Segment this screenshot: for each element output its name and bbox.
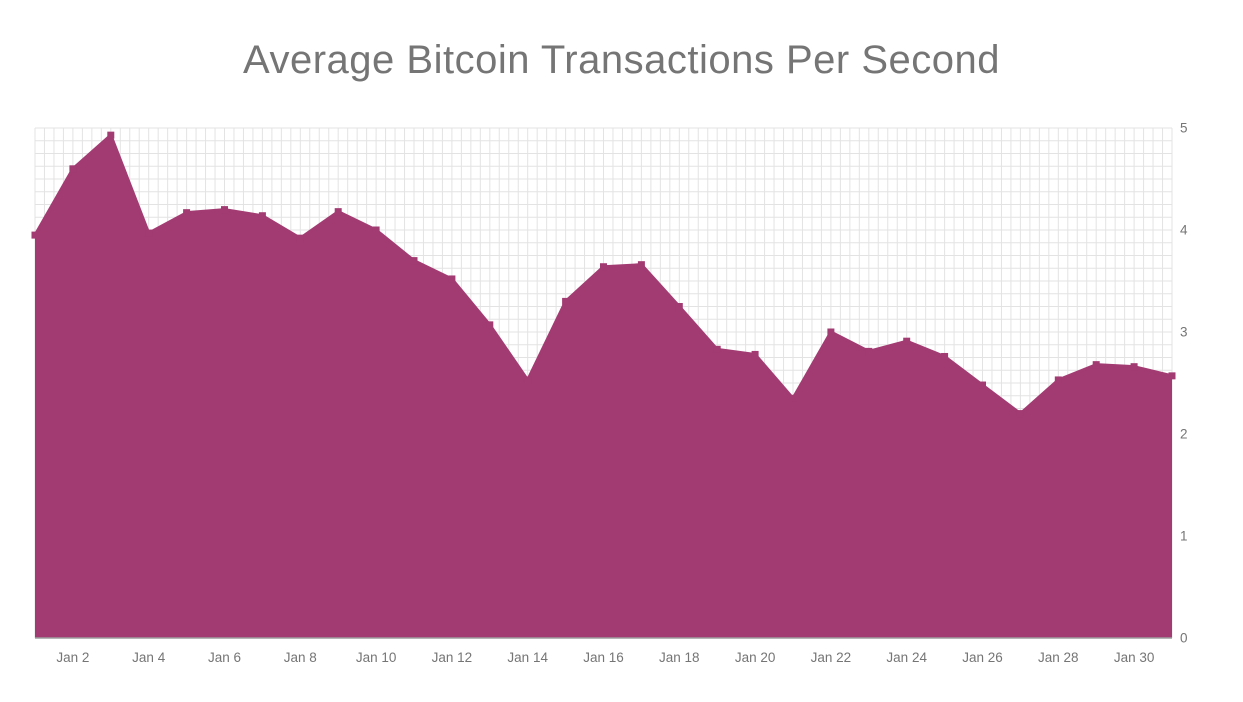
data-point-marker — [903, 337, 911, 345]
y-axis-tick-label: 4 — [1180, 223, 1188, 238]
data-point-marker — [448, 275, 456, 283]
data-point-marker — [296, 234, 304, 242]
data-point-marker — [600, 263, 607, 271]
x-axis-tick-label: Jan 8 — [284, 650, 317, 665]
data-point-marker — [865, 347, 873, 355]
x-axis-tick-label: Jan 2 — [56, 650, 89, 665]
y-axis-tick-label: 1 — [1180, 529, 1188, 544]
data-point-marker — [524, 376, 532, 384]
x-axis-tick-label: Jan 24 — [886, 650, 927, 665]
y-axis-tick-label: 0 — [1180, 631, 1188, 646]
data-point-marker — [751, 350, 759, 358]
data-point-marker — [1168, 372, 1176, 380]
y-axis-tick-label: 3 — [1180, 325, 1188, 340]
data-point-marker — [1092, 361, 1100, 369]
data-point-marker — [979, 381, 986, 389]
x-axis-tick-label: Jan 26 — [962, 650, 1003, 665]
data-point-marker — [713, 345, 721, 353]
data-point-marker — [675, 303, 683, 310]
data-point-marker — [1130, 363, 1138, 371]
data-point-marker — [183, 209, 191, 217]
data-point-marker — [410, 257, 418, 265]
data-point-marker — [334, 208, 342, 216]
data-point-marker — [221, 206, 228, 214]
data-point-marker — [941, 352, 949, 360]
x-axis-tick-label: Jan 6 — [208, 650, 241, 665]
x-axis-tick-label: Jan 22 — [811, 650, 852, 665]
x-axis-tick-label: Jan 20 — [735, 650, 776, 665]
data-point-marker — [258, 212, 266, 220]
x-axis-tick-label: Jan 4 — [132, 650, 166, 665]
x-axis-tick-label: Jan 16 — [583, 650, 624, 665]
x-axis-tick-label: Jan 12 — [432, 650, 473, 665]
x-axis-tick-label: Jan 18 — [659, 650, 700, 665]
x-axis-tick-label: Jan 30 — [1114, 650, 1155, 665]
x-axis-tick-label: Jan 14 — [507, 650, 548, 665]
x-axis-tick-label: Jan 10 — [356, 650, 397, 665]
data-point-marker — [107, 131, 115, 139]
x-axis-tick-label: Jan 28 — [1038, 650, 1079, 665]
data-point-marker — [31, 231, 39, 239]
data-point-marker — [372, 226, 380, 234]
y-axis-tick-label: 2 — [1180, 427, 1188, 442]
data-point-marker — [1054, 376, 1062, 384]
y-axis-tick-label: 5 — [1180, 121, 1188, 136]
chart-title: Average Bitcoin Transactions Per Second — [243, 38, 1000, 82]
data-point-marker — [789, 394, 797, 402]
data-point-marker — [145, 229, 153, 237]
data-point-marker — [69, 165, 77, 173]
data-point-marker — [827, 328, 835, 336]
data-point-marker — [486, 321, 494, 329]
data-point-marker — [562, 297, 570, 305]
data-point-marker — [637, 261, 645, 269]
area-series — [35, 135, 1172, 638]
data-point-marker — [1016, 410, 1024, 418]
